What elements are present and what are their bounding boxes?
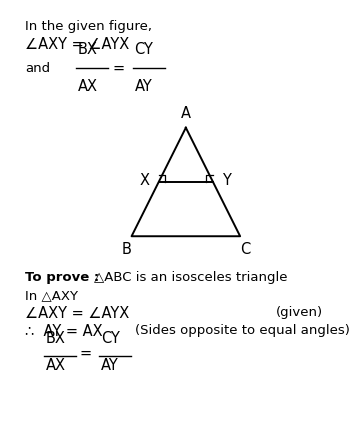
Text: C: C [240,242,251,257]
Text: A: A [181,106,191,121]
Text: CY: CY [101,331,120,346]
Text: In △AXY: In △AXY [25,289,78,302]
Text: In the given figure,: In the given figure, [25,20,152,33]
Text: AX: AX [46,358,66,373]
Text: (given): (given) [276,306,323,319]
Text: =: = [113,61,125,76]
Text: =: = [80,345,92,360]
Text: ∠AXY = ∠AYX: ∠AXY = ∠AYX [25,37,129,52]
Text: ∴  AY = AX: ∴ AY = AX [25,324,102,339]
Text: △ABC is an isosceles triangle: △ABC is an isosceles triangle [94,271,287,284]
Text: AY: AY [101,358,119,373]
Text: AY: AY [135,79,152,94]
Text: BX: BX [46,331,66,346]
Text: and: and [25,62,50,75]
Text: CY: CY [135,42,153,57]
Text: BX: BX [78,42,98,57]
Text: ∠AXY = ∠AYX: ∠AXY = ∠AYX [25,306,129,321]
Text: Y: Y [222,173,230,188]
Text: To prove :: To prove : [25,271,99,284]
Text: AX: AX [78,79,98,94]
Text: (Sides opposite to equal angles): (Sides opposite to equal angles) [135,324,349,337]
Text: B: B [121,242,131,257]
Text: X: X [140,173,150,188]
